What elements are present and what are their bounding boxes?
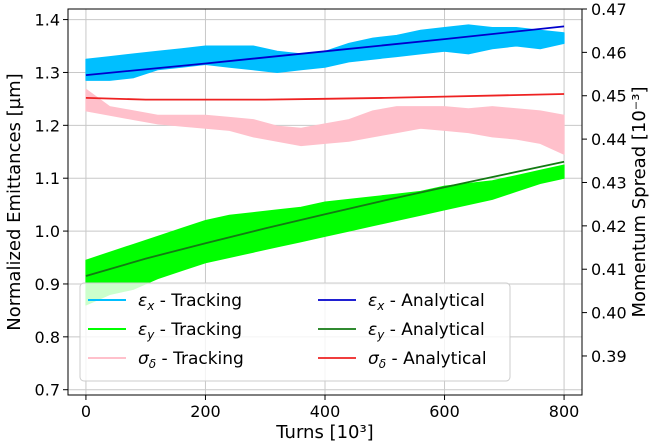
x-axis-label: Turns [10³] [275, 422, 373, 443]
left-y-tick-label: 0.7 [35, 381, 60, 400]
legend-box [79, 282, 511, 382]
x-tick-label: 600 [429, 402, 460, 421]
analytical-lines [85, 25, 565, 277]
left-y-tick-label: 0.9 [35, 275, 60, 294]
right-y-tick-label: 0.43 [591, 173, 627, 192]
axis-ticks: 0 200 400 600 800 0.7 0.8 0.9 1.0 1.1 1.2 1.3 1.4 0.3… [35, 0, 627, 421]
right-y-tick-label: 0.45 [591, 87, 627, 106]
right-y-tick-label: 0.39 [591, 347, 627, 366]
analytical-line [85, 25, 565, 76]
right-y-tick-label: 0.46 [591, 43, 627, 62]
left-y-tick-label: 1.2 [35, 116, 60, 135]
left-y-tick-label: 0.8 [35, 328, 60, 347]
right-y-tick-label: 0.42 [591, 217, 627, 236]
right-y-tick-label: 0.47 [591, 0, 627, 19]
legend-entry: εy - Analytical [368, 320, 485, 342]
right-y-tick-label: 0.40 [591, 304, 627, 323]
left-y-tick-label: 1.4 [35, 11, 60, 30]
x-tick-label: 200 [190, 402, 221, 421]
grid-lines [68, 9, 582, 395]
legend-entry: σδ - Tracking [138, 349, 244, 371]
left-y-axis-label: Normalized Emittances [µm] [4, 73, 25, 330]
left-y-tick-label: 1.0 [35, 222, 60, 241]
legend-entry: σδ - Analytical [368, 349, 487, 371]
right-y-tick-label: 0.44 [591, 130, 627, 149]
tracking-band [85, 164, 565, 306]
legend-entry: εx - Tracking [138, 291, 242, 313]
x-tick-label: 800 [549, 402, 580, 421]
legend-entry: εy - Tracking [138, 320, 242, 342]
analytical-line [85, 160, 565, 277]
left-y-tick-label: 1.3 [35, 63, 60, 82]
x-tick-label: 400 [310, 402, 341, 421]
legend: εx - Tracking εy - Tracking σδ - Tracking ε… [79, 282, 511, 382]
right-y-axis-label: Momentum Spread [10⁻³] [629, 86, 650, 317]
right-y-tick-label: 0.41 [591, 260, 627, 279]
left-y-tick-label: 1.1 [35, 169, 60, 188]
x-tick-label: 0 [81, 402, 91, 421]
legend-entry: εx - Analytical [368, 291, 485, 313]
analytical-line [85, 93, 565, 101]
tracking-band [85, 88, 565, 155]
